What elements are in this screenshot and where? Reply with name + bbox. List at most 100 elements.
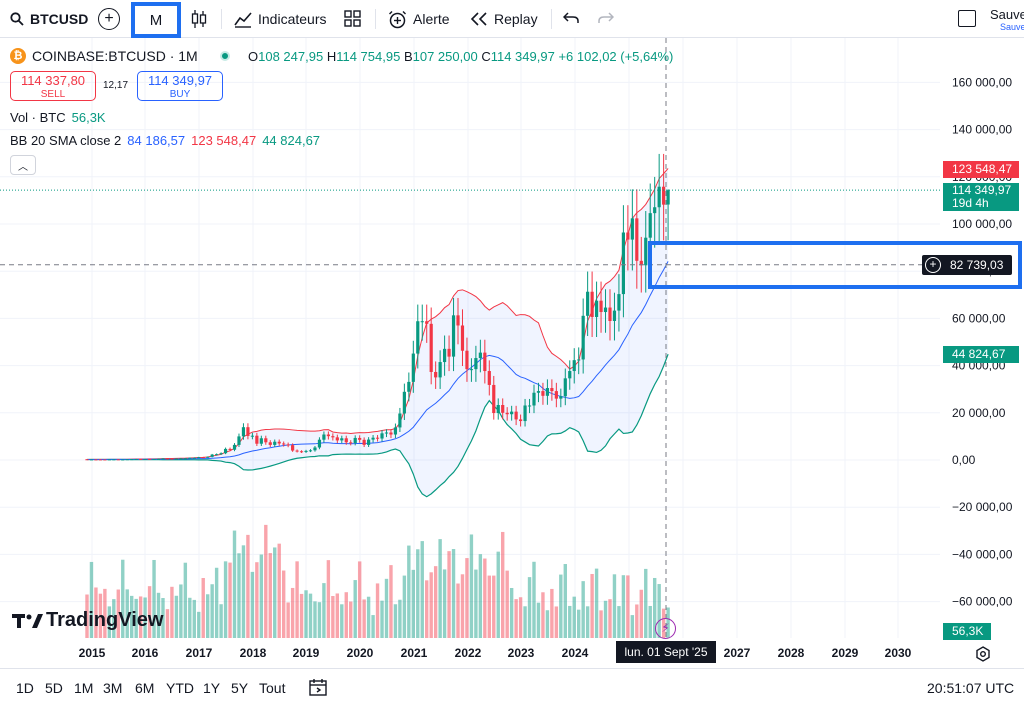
alert-button[interactable]: Alerte <box>388 0 450 38</box>
range-6m[interactable]: 6M <box>135 680 155 696</box>
candle-body <box>451 315 456 357</box>
volume-bar <box>98 593 103 638</box>
ohlc-values: O108 247,95 H114 754,95 B107 250,00 C114… <box>248 49 673 64</box>
time-label: 2030 <box>884 646 912 660</box>
chart-symbol-title[interactable]: COINBASE:BTCUSD · 1M <box>32 48 198 64</box>
sell-button[interactable]: 114 337,80 SELL <box>10 71 96 101</box>
volume-bar <box>603 600 608 638</box>
compare-symbol-button[interactable]: + <box>98 8 120 30</box>
high-key: H <box>326 49 337 64</box>
lightning-icon[interactable]: ⚡ <box>655 618 676 639</box>
candlestick-chart-icon[interactable] <box>190 9 208 29</box>
interval-button[interactable]: M <box>131 2 181 38</box>
candle-body <box>456 315 460 326</box>
volume-bar <box>223 561 228 638</box>
calendar-goto-icon[interactable] <box>308 677 328 697</box>
indicators-button[interactable]: Indicateurs <box>234 0 326 38</box>
time-axis[interactable]: 2015 2016 2017 2018 2019 2020 2021 2022 … <box>0 646 940 664</box>
volume-bar <box>125 589 129 638</box>
volume-bar <box>304 590 308 638</box>
range-1y[interactable]: 1Y <box>203 680 221 696</box>
brand-name: TradingView <box>46 609 164 631</box>
change-value: +6 102,02 (+5,64%) <box>558 49 674 64</box>
time-label: 2017 <box>185 646 213 660</box>
volume-bar <box>585 606 590 638</box>
layouts-grid-icon[interactable] <box>344 10 361 27</box>
candle-body <box>483 352 487 372</box>
buy-button[interactable]: 114 349,97 BUY <box>137 71 223 101</box>
add-plus-icon[interactable]: + <box>925 257 941 273</box>
volume-legend[interactable]: Vol · BTC 56,3K <box>10 110 106 125</box>
volume-bar <box>599 610 603 638</box>
candle-body <box>617 294 621 311</box>
candle-body <box>219 453 223 455</box>
candle-body <box>635 218 639 261</box>
undo-icon[interactable] <box>563 11 579 25</box>
gear-icon[interactable] <box>975 646 991 662</box>
volume-bar <box>416 549 420 638</box>
range-1m[interactable]: 1M <box>74 680 94 696</box>
chart-grid <box>0 38 940 638</box>
time-label: 2016 <box>131 646 159 660</box>
candle-body <box>125 459 129 461</box>
volume-bar <box>156 592 161 638</box>
chart-lines <box>0 38 940 641</box>
volume-bar <box>165 609 170 638</box>
candle-body <box>402 391 406 414</box>
range-5d[interactable]: 5D <box>45 680 63 696</box>
volume-bar <box>577 609 581 638</box>
candle-body <box>344 438 348 443</box>
candle-body <box>460 325 465 351</box>
candle-body <box>98 459 103 461</box>
volume-bar <box>474 569 478 638</box>
symbol-search[interactable]: BTCUSD <box>10 0 88 38</box>
volume-bar <box>255 562 259 638</box>
volume-tag: 56,3K <box>943 623 991 640</box>
range-all[interactable]: Tout <box>259 680 286 696</box>
candle-body <box>103 459 107 461</box>
volume-bar <box>357 561 362 638</box>
save-label[interactable]: Sauve <box>990 7 1024 22</box>
candle-body <box>621 232 625 295</box>
collapse-legend-button[interactable]: ︿ <box>10 155 36 175</box>
last-price-value: 114 349,97 <box>952 183 1012 197</box>
candle-body <box>201 457 205 459</box>
volume-bar <box>492 575 496 638</box>
candle-body <box>599 300 603 313</box>
candle-body <box>94 459 98 461</box>
volume-bar <box>581 581 585 638</box>
high-value: 114 754,95 <box>336 49 401 64</box>
volume-bar <box>335 593 340 638</box>
redo-icon[interactable] <box>598 11 614 25</box>
volume-bar <box>112 599 116 638</box>
range-ytd[interactable]: YTD <box>166 680 194 696</box>
replay-button[interactable]: Replay <box>470 0 538 38</box>
candle-body <box>527 405 532 407</box>
candle-body <box>398 413 402 428</box>
crosshair-date-tag: lun. 01 Sept '25 <box>616 641 716 663</box>
utc-clock[interactable]: 20:51:07 UTC <box>927 680 1015 696</box>
time-label: 2027 <box>723 646 751 660</box>
range-5y[interactable]: 5Y <box>231 680 249 696</box>
candle-body <box>510 411 514 415</box>
volume-bar <box>514 599 518 638</box>
volume-bar <box>205 594 210 638</box>
range-3m[interactable]: 3M <box>103 680 123 696</box>
bollinger-upper-tag: 123 548,47 <box>943 161 1019 178</box>
candle-body <box>407 381 411 392</box>
save-layout-checkbox[interactable] <box>958 10 976 27</box>
chevron-up-icon: ︿ <box>18 161 28 173</box>
candle-body <box>134 458 138 460</box>
candle-body <box>545 388 550 396</box>
candle-body <box>474 358 478 370</box>
range-1d[interactable]: 1D <box>16 680 34 696</box>
candle-body <box>429 323 433 372</box>
candle-body <box>156 458 161 460</box>
candle-body <box>505 412 509 415</box>
candle-body <box>241 427 246 437</box>
volume-bar <box>505 570 509 638</box>
time-label: 2022 <box>454 646 482 660</box>
bollinger-legend[interactable]: BB 20 SMA close 2 84 186,57 123 548,47 44 8… <box>10 133 320 148</box>
